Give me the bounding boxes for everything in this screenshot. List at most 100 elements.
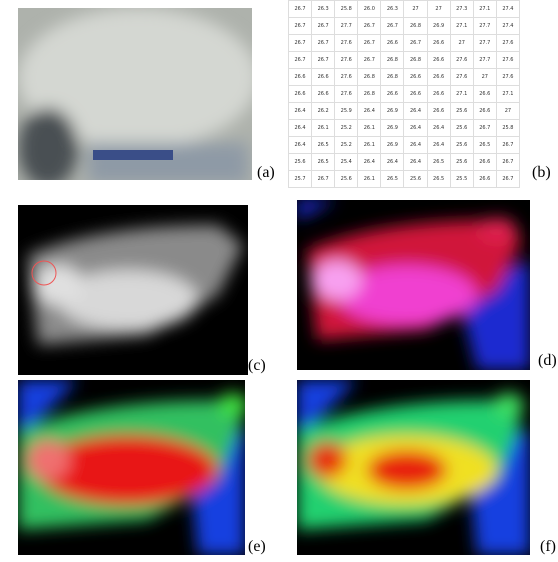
table-cell: 27.1 xyxy=(450,18,473,35)
thermal-gray xyxy=(18,205,248,375)
table-cell: 26.9 xyxy=(427,18,450,35)
table-cell: 26.6 xyxy=(312,86,335,103)
table-cell: 27.1 xyxy=(496,86,519,103)
table-cell: 26.8 xyxy=(381,52,404,69)
table-cell: 25.4 xyxy=(335,154,358,171)
panel-label: (b) xyxy=(532,164,551,182)
table-cell: 26.4 xyxy=(404,103,427,120)
table-cell: 26.6 xyxy=(312,69,335,86)
table-cell: 26.8 xyxy=(381,69,404,86)
table-cell: 26.4 xyxy=(289,137,312,154)
table-cell: 26.7 xyxy=(312,18,335,35)
table-cell: 26.7 xyxy=(289,18,312,35)
table-cell: 26.5 xyxy=(312,154,335,171)
figure: (a) 26.726.325.826.026.3272727.327.127.4… xyxy=(0,0,558,562)
table-cell: 25.8 xyxy=(335,1,358,18)
table-cell: 27.6 xyxy=(335,86,358,103)
table-cell: 26.6 xyxy=(381,35,404,52)
table-cell: 27.4 xyxy=(496,1,519,18)
panel-label: (e) xyxy=(248,538,266,556)
table-cell: 25.9 xyxy=(335,103,358,120)
photo xyxy=(18,8,252,180)
table-cell: 26.7 xyxy=(496,171,519,188)
table-cell: 27.3 xyxy=(450,1,473,18)
table-cell: 26.7 xyxy=(312,171,335,188)
thermal-magenta xyxy=(297,200,530,370)
thermal-rainbow xyxy=(297,380,530,555)
table-cell: 27.7 xyxy=(473,18,496,35)
table-cell: 25.6 xyxy=(335,171,358,188)
table-cell: 26.4 xyxy=(404,120,427,137)
table-cell: 26.6 xyxy=(427,103,450,120)
table-cell: 27.1 xyxy=(473,1,496,18)
table-cell: 26.8 xyxy=(358,86,381,103)
table-cell: 27 xyxy=(450,35,473,52)
table-cell: 26.4 xyxy=(381,154,404,171)
table-cell: 26.7 xyxy=(358,18,381,35)
table-cell: 26.4 xyxy=(404,154,427,171)
table-cell: 26.0 xyxy=(358,1,381,18)
table-cell: 26.6 xyxy=(427,69,450,86)
table-cell: 25.6 xyxy=(404,171,427,188)
table-cell: 27.6 xyxy=(496,35,519,52)
table-cell: 26.6 xyxy=(473,171,496,188)
table-cell: 26.6 xyxy=(381,86,404,103)
table-cell: 26.6 xyxy=(427,86,450,103)
table-cell: 26.7 xyxy=(381,18,404,35)
table-cell: 27.7 xyxy=(473,52,496,69)
table-cell: 26.1 xyxy=(358,137,381,154)
table-cell: 26.5 xyxy=(427,154,450,171)
table-cell: 26.3 xyxy=(381,1,404,18)
table-cell: 26.7 xyxy=(496,137,519,154)
table-cell: 26.2 xyxy=(312,103,335,120)
table-cell: 26.6 xyxy=(473,86,496,103)
table-cell: 27.6 xyxy=(496,69,519,86)
table-cell: 27.4 xyxy=(496,18,519,35)
table-cell: 25.5 xyxy=(450,171,473,188)
table-cell: 26.7 xyxy=(289,52,312,69)
table-cell: 26.3 xyxy=(312,1,335,18)
table-cell: 26.4 xyxy=(427,137,450,154)
table-cell: 27 xyxy=(496,103,519,120)
table-cell: 26.5 xyxy=(427,171,450,188)
table-cell: 26.6 xyxy=(289,69,312,86)
table-cell: 27.6 xyxy=(450,52,473,69)
table-cell: 27.6 xyxy=(335,52,358,69)
table-cell: 26.1 xyxy=(312,120,335,137)
table-cell: 25.2 xyxy=(335,120,358,137)
table-cell: 25.8 xyxy=(496,120,519,137)
table-cell: 26.7 xyxy=(289,1,312,18)
table-cell: 26.6 xyxy=(289,86,312,103)
table-cell: 27 xyxy=(404,1,427,18)
table-cell: 27.6 xyxy=(335,35,358,52)
table-cell: 26.1 xyxy=(358,120,381,137)
table-cell: 26.6 xyxy=(473,103,496,120)
table-cell: 26.4 xyxy=(404,137,427,154)
table-cell: 26.7 xyxy=(473,120,496,137)
table-cell: 26.8 xyxy=(404,18,427,35)
table-cell: 26.4 xyxy=(358,103,381,120)
table-cell: 26.6 xyxy=(427,35,450,52)
table-cell: 27.7 xyxy=(335,18,358,35)
thermal-jet xyxy=(18,380,245,555)
table-cell: 25.7 xyxy=(289,171,312,188)
table-cell: 26.1 xyxy=(358,171,381,188)
table-cell: 26.7 xyxy=(496,154,519,171)
table-cell: 25.6 xyxy=(450,103,473,120)
table-cell: 25.2 xyxy=(335,137,358,154)
table-cell: 27.6 xyxy=(335,69,358,86)
table-cell: 26.9 xyxy=(381,120,404,137)
table-cell: 26.7 xyxy=(289,35,312,52)
table-cell: 25.6 xyxy=(289,154,312,171)
table-cell: 27.6 xyxy=(496,52,519,69)
panel-label: (d) xyxy=(538,352,557,370)
table-cell: 26.9 xyxy=(381,103,404,120)
